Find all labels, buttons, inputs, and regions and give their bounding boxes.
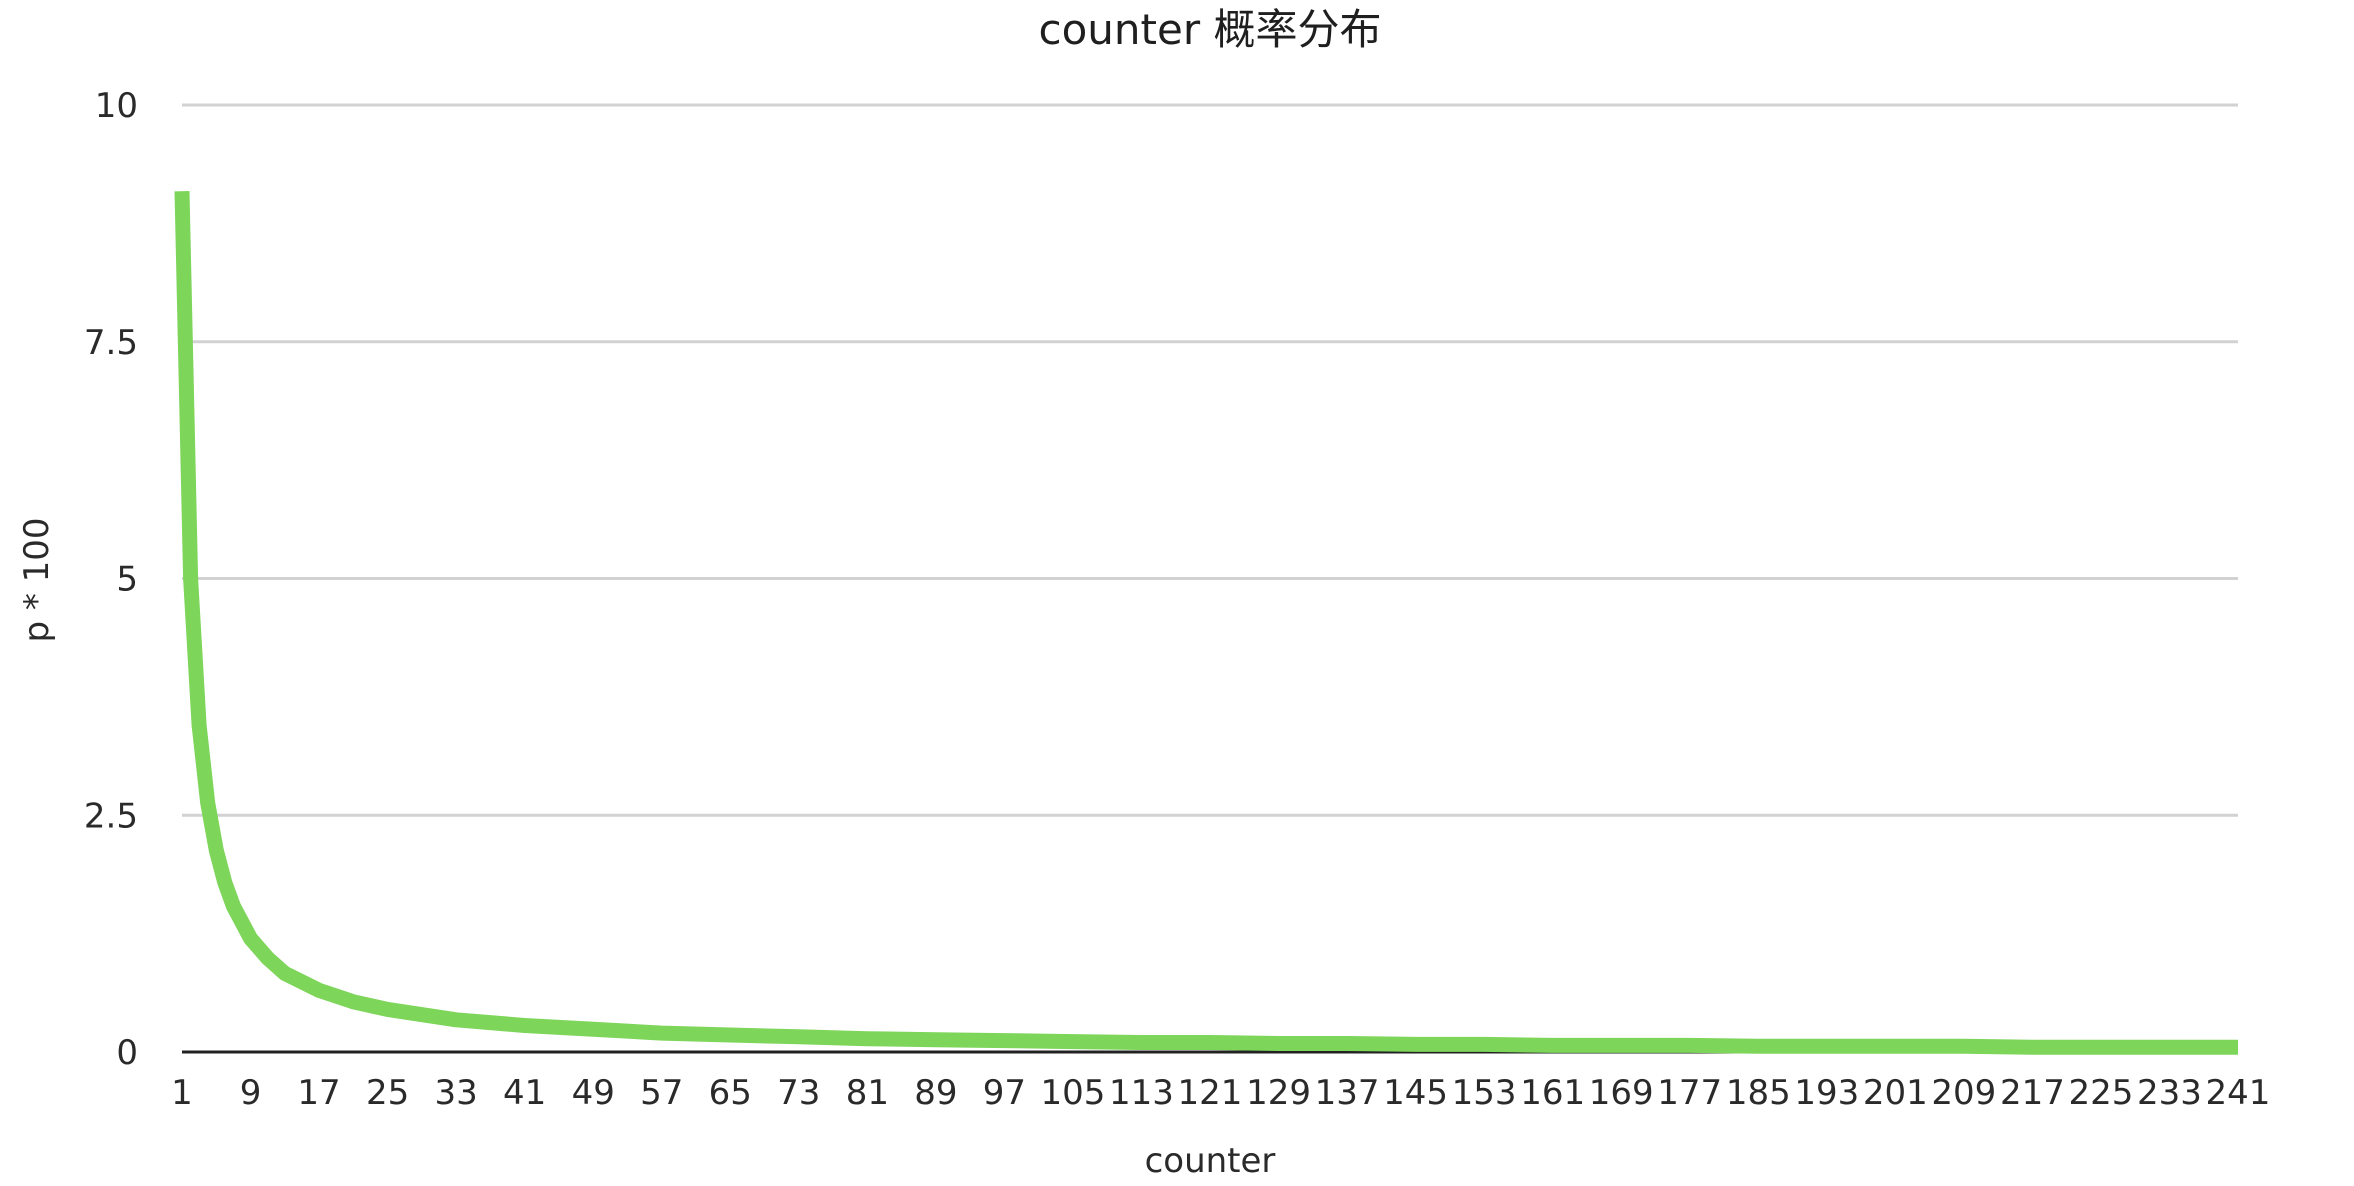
x-tick-label: 1 (171, 1073, 193, 1113)
x-tick-label: 17 (297, 1073, 340, 1113)
y-tick-label: 0 (116, 1033, 138, 1073)
x-tick-label: 201 (1863, 1073, 1928, 1113)
y-tick-label: 2.5 (84, 796, 138, 836)
x-tick-label: 209 (1931, 1073, 1996, 1113)
x-tick-label: 65 (709, 1073, 752, 1113)
x-tick-label: 241 (2206, 1073, 2271, 1113)
x-tick-label: 73 (777, 1073, 820, 1113)
y-axis-title: p * 100 (17, 517, 57, 642)
grid-lines (182, 103, 2238, 1054)
x-tick-label: 97 (983, 1073, 1026, 1113)
x-tick-label: 153 (1452, 1073, 1517, 1113)
x-tick-label: 185 (1726, 1073, 1791, 1113)
x-tick-label: 9 (240, 1073, 262, 1113)
x-tick-label: 89 (914, 1073, 957, 1113)
x-tick-label: 105 (1040, 1073, 1105, 1113)
y-tick-label: 10 (95, 86, 138, 126)
x-axis-title: counter (1145, 1141, 1276, 1181)
x-tick-label: 49 (572, 1073, 615, 1113)
x-tick-label: 113 (1109, 1073, 1174, 1113)
axis-layer: 0 2.5 5 7.5 10 1 9 17 25 33 41 49 57 65 73 81 89 97 105 113… (84, 86, 2271, 1113)
x-tick-label: 161 (1520, 1073, 1585, 1113)
x-tick-label: 217 (2000, 1073, 2065, 1113)
x-tick-label: 225 (2068, 1073, 2133, 1113)
x-tick-label: 33 (435, 1073, 478, 1113)
x-tick-label: 193 (1794, 1073, 1859, 1113)
x-tick-label: 177 (1657, 1073, 1722, 1113)
chart-title: counter 概率分布 (1039, 5, 1382, 54)
series-line (174, 191, 2238, 1055)
y-tick-label: 5 (116, 560, 138, 600)
x-tick-label: 121 (1178, 1073, 1243, 1113)
series-layer (174, 191, 2238, 1055)
x-tick-label: 25 (366, 1073, 409, 1113)
x-tick-label: 233 (2137, 1073, 2202, 1113)
x-tick-label: 41 (503, 1073, 546, 1113)
y-tick-label: 7.5 (84, 323, 138, 363)
x-tick-label: 169 (1589, 1073, 1654, 1113)
x-tick-label: 81 (846, 1073, 889, 1113)
x-tick-label: 137 (1315, 1073, 1380, 1113)
x-tick-label: 57 (640, 1073, 683, 1113)
x-tick-label: 145 (1383, 1073, 1448, 1113)
x-tick-label: 129 (1246, 1073, 1311, 1113)
